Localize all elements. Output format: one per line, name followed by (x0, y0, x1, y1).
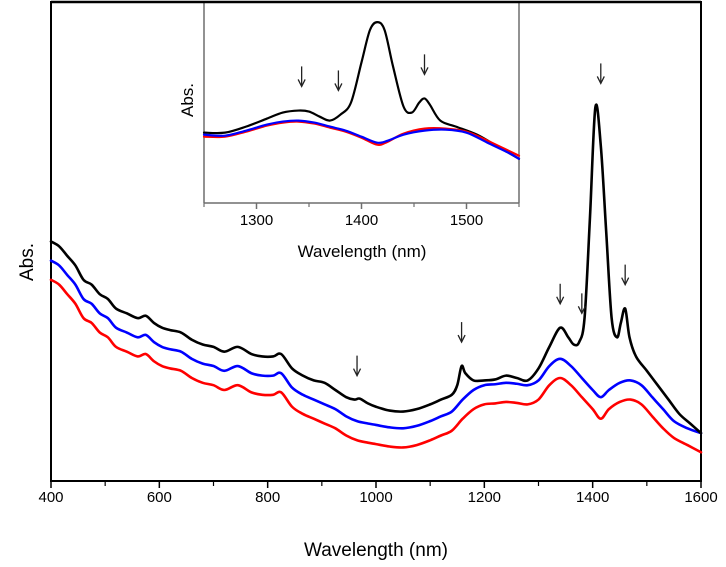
main-peak-arrow-icon (556, 283, 565, 306)
inset-plot-background (204, 2, 519, 203)
inset-x-ticks: 1300 1400 1500 (203, 203, 520, 229)
main-series-group (49, 103, 703, 454)
main-annotations (352, 63, 630, 378)
main-y-axis-title: Abs. (17, 243, 38, 281)
main-peak-arrow-icon (596, 63, 605, 85)
main-peak-arrow-icon (621, 264, 630, 287)
main-x-tick-label: 1000 (359, 489, 392, 506)
main-peak-arrow-icon (457, 322, 466, 344)
inset-peak-arrow-icon (334, 70, 343, 92)
main-x-tick-label: 800 (255, 489, 280, 506)
main-x-axis-title: Wavelength (nm) (304, 540, 448, 561)
inset-x-tick-label: 1500 (450, 212, 483, 229)
inset-peak-arrow-icon (297, 66, 306, 88)
inset-annotations (297, 54, 429, 92)
inset-series-black-line (202, 21, 521, 160)
main-x-tick-label: 1400 (576, 489, 609, 506)
inset-series-group (202, 21, 521, 160)
main-x-tick-label: 1200 (468, 489, 501, 506)
inset-peak-arrow-icon (420, 54, 429, 76)
inset-x-tick-label: 1300 (240, 212, 273, 229)
main-x-ticks: 400 600 800 1000 1200 1400 1600 (38, 481, 718, 506)
main-x-tick-label: 1600 (684, 489, 717, 506)
inset-x-axis-title: Wavelength (nm) (298, 242, 427, 261)
main-peak-arrow-icon (577, 293, 586, 315)
main-series-red-line (49, 278, 703, 454)
main-peak-arrow-icon (352, 355, 362, 378)
main-series-black-line (49, 103, 703, 435)
inset-series-blue-line (202, 119, 521, 160)
inset-x-tick-label: 1400 (345, 212, 378, 229)
inset-y-axis-title: Abs. (178, 83, 197, 117)
main-plot: 400 600 800 1000 1200 1400 1600 Wavelength (nm… (17, 1, 718, 561)
main-x-tick-label: 600 (147, 489, 172, 506)
inset-plot: 1300 1400 1500 Wavelength (nm) Abs. (178, 2, 521, 261)
main-series-blue-line (49, 259, 703, 435)
main-x-tick-label: 400 (38, 489, 63, 506)
